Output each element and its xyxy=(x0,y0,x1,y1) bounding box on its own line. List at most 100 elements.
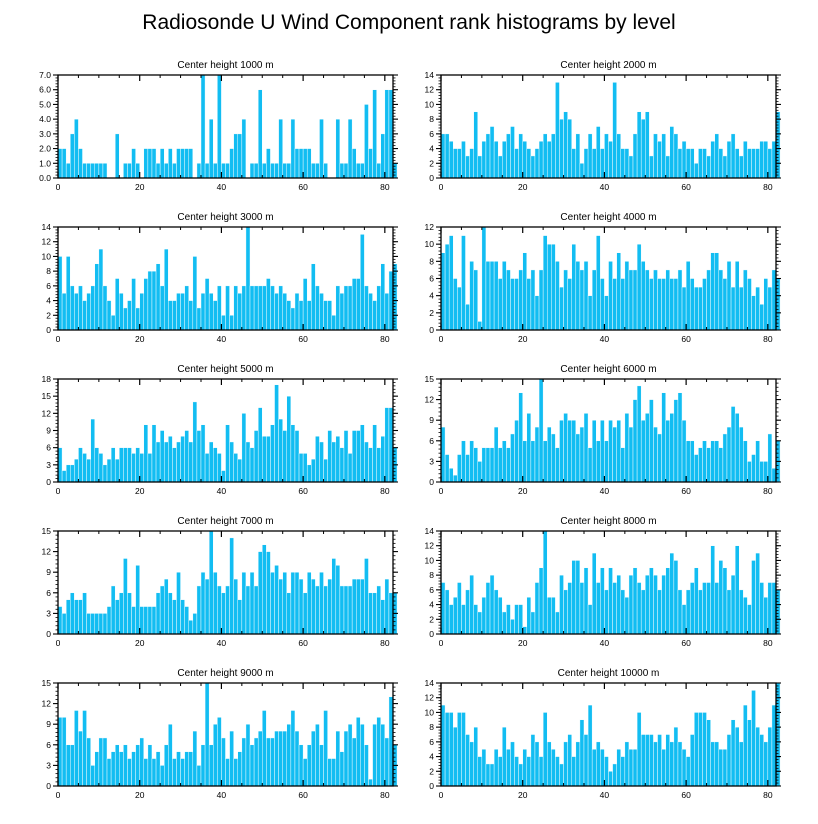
bar xyxy=(645,574,650,635)
bar xyxy=(608,567,613,635)
y-tick-label: 6 xyxy=(46,443,51,453)
figure-title: Radiosonde U Wind Component rank histogr… xyxy=(142,11,675,34)
y-tick-label: 12 xyxy=(425,693,435,703)
y-tick-label: 14 xyxy=(425,678,435,688)
y-tick-label: 0 xyxy=(429,781,434,791)
bar xyxy=(98,453,104,483)
bar xyxy=(331,558,337,635)
bar xyxy=(192,401,198,483)
x-tick-label: 20 xyxy=(518,486,528,496)
bar xyxy=(225,163,230,179)
bar xyxy=(143,758,149,787)
bar xyxy=(669,278,675,331)
bar xyxy=(559,763,564,787)
bar xyxy=(645,413,650,483)
y-tick-label: 0 xyxy=(46,781,51,791)
bar xyxy=(274,565,279,635)
bar xyxy=(78,730,83,787)
bar xyxy=(751,690,756,787)
x-ticks: 0 20 40 60 80 xyxy=(439,531,773,648)
bar xyxy=(751,148,756,179)
y-tick-label: 6 xyxy=(429,737,434,747)
bar xyxy=(294,148,300,179)
x-tick-label: 20 xyxy=(518,790,528,800)
bar xyxy=(657,734,662,787)
bar xyxy=(319,292,324,331)
x-tick-label: 20 xyxy=(518,638,528,648)
bar xyxy=(612,426,617,483)
bar xyxy=(743,704,748,787)
bar xyxy=(653,269,658,331)
bar xyxy=(628,748,634,787)
bar xyxy=(689,734,695,787)
y-tick-label: 8 xyxy=(429,570,434,580)
bar xyxy=(102,464,108,483)
bar xyxy=(506,269,511,331)
bar xyxy=(714,252,720,331)
bar xyxy=(200,424,206,483)
bar xyxy=(74,599,79,635)
bar xyxy=(645,111,650,179)
bar xyxy=(221,592,226,635)
x-tick-label: 0 xyxy=(439,638,444,648)
panel-title: Center height 5000 m xyxy=(177,364,273,375)
bar xyxy=(86,163,91,179)
bar xyxy=(290,307,296,331)
bar xyxy=(596,440,601,483)
x-tick-label: 60 xyxy=(298,790,308,800)
bar xyxy=(135,447,140,483)
x-tick-label: 20 xyxy=(518,334,528,344)
bar xyxy=(620,756,626,787)
bar xyxy=(347,585,353,635)
bar xyxy=(743,440,748,483)
bar xyxy=(94,163,100,179)
bar xyxy=(689,278,695,331)
bar xyxy=(739,426,744,483)
y-tick-label: 0 xyxy=(429,629,434,639)
bar xyxy=(319,118,324,179)
y-ticks: 0 3 6 9 12 15 18 xyxy=(42,374,398,487)
bar xyxy=(665,419,671,483)
bar xyxy=(225,424,230,483)
bar xyxy=(563,269,568,331)
bar xyxy=(448,468,454,483)
y-tick-label: 0 xyxy=(429,477,434,487)
bar xyxy=(114,599,120,635)
bar xyxy=(253,737,259,787)
bar xyxy=(448,712,454,787)
bar xyxy=(657,589,662,635)
bar xyxy=(702,148,707,179)
bar xyxy=(82,592,87,635)
bar xyxy=(147,606,153,635)
bar xyxy=(315,723,320,787)
bar xyxy=(465,734,470,787)
bar xyxy=(131,148,136,179)
y-tick-label: 12 xyxy=(425,395,435,405)
bar xyxy=(698,447,703,483)
y-tick-label: 14 xyxy=(42,222,52,232)
bar xyxy=(151,424,157,483)
x-tick-label: 60 xyxy=(681,486,691,496)
bar xyxy=(453,278,458,331)
bar xyxy=(596,582,601,635)
bar xyxy=(127,592,132,635)
y-tick-label: 3.0 xyxy=(39,129,51,139)
bar xyxy=(380,133,386,179)
bar xyxy=(559,118,564,179)
bar xyxy=(286,163,292,179)
bar xyxy=(677,269,683,331)
bar xyxy=(241,285,247,331)
bar xyxy=(368,292,373,331)
bar xyxy=(131,606,136,635)
y-tick-label: 2 xyxy=(429,308,434,318)
bar xyxy=(94,263,100,331)
bar xyxy=(200,74,206,179)
bar xyxy=(82,710,87,787)
bar xyxy=(180,435,185,483)
bar xyxy=(685,148,691,179)
y-ticks: 0 2 4 6 8 10 12 xyxy=(425,222,781,335)
x-ticks: 0 20 40 60 80 xyxy=(439,75,773,192)
bar xyxy=(489,447,495,483)
bar xyxy=(485,763,491,787)
y-tick-label: 14 xyxy=(425,70,435,80)
